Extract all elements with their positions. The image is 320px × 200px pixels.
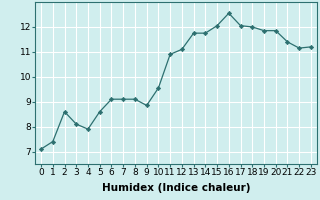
- X-axis label: Humidex (Indice chaleur): Humidex (Indice chaleur): [102, 183, 250, 193]
